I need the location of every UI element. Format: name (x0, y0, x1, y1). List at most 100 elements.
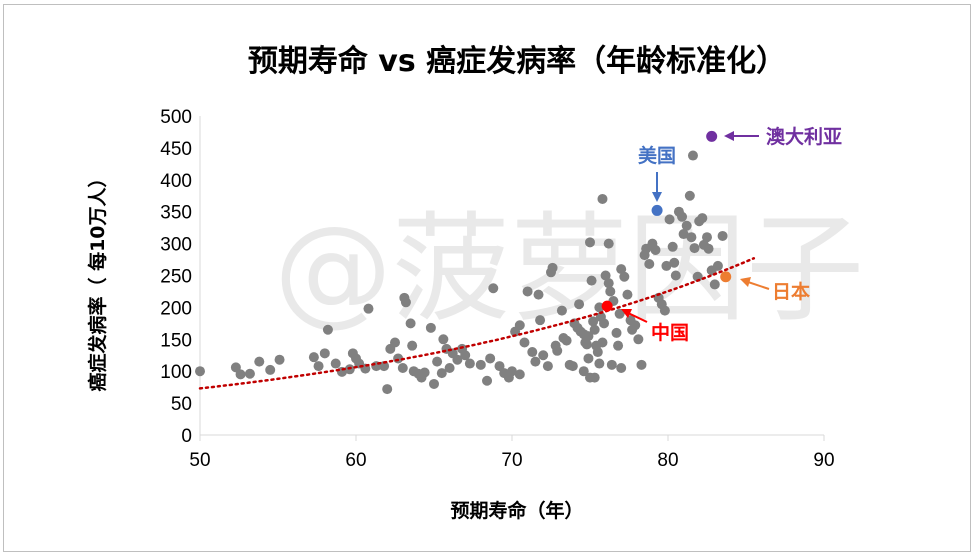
data-point (678, 229, 689, 240)
data-point (535, 315, 546, 326)
data-point (244, 368, 255, 379)
data-point (488, 283, 499, 294)
x-tick-label: 60 (345, 450, 366, 471)
data-point (664, 214, 675, 225)
x-tick-label: 50 (189, 450, 210, 471)
annotation-australia: 澳大利亚 (724, 125, 842, 148)
data-point (464, 358, 475, 369)
data-point (567, 361, 578, 372)
data-point (254, 356, 265, 367)
data-point (265, 364, 276, 375)
y-tick-label: 300 (160, 235, 192, 256)
data-point (633, 334, 644, 345)
y-tick-label: 450 (160, 139, 192, 160)
data-point (717, 230, 728, 241)
data-point (397, 363, 408, 374)
data-point (432, 356, 443, 367)
y-tick-label: 350 (160, 203, 192, 224)
data-point (586, 275, 597, 286)
data-point (390, 337, 400, 348)
data-point (630, 320, 641, 331)
data-point (574, 299, 585, 310)
data-point (538, 350, 549, 361)
data-point (530, 356, 541, 367)
y-tick-label: 50 (171, 394, 192, 415)
data-point (599, 318, 610, 329)
data-point (322, 324, 333, 335)
data-point (667, 241, 678, 252)
y-tick-label: 150 (160, 330, 192, 351)
data-point (616, 264, 627, 275)
data-point (444, 363, 455, 374)
data-point (308, 352, 319, 363)
data-point (519, 337, 530, 348)
highlighted-point (706, 130, 718, 142)
y-tick-label: 400 (160, 171, 192, 192)
annotation-china: 中国 (621, 309, 689, 344)
data-point (514, 369, 525, 380)
data-point (313, 361, 324, 372)
data-point (556, 305, 567, 316)
data-point (514, 320, 525, 331)
data-point (494, 361, 505, 372)
data-point (274, 354, 285, 365)
data-point (235, 369, 246, 380)
data-points (195, 150, 728, 395)
data-point (578, 366, 589, 377)
data-point (230, 362, 241, 373)
data-point (550, 340, 561, 351)
chart-frame: @菠萝因子 预期寿命 vs 癌症发病率（年龄标准化） 0 50 100 150 200 2… (3, 4, 971, 552)
data-point (702, 232, 712, 243)
data-point (400, 297, 411, 308)
scatter-chart: @菠萝因子 预期寿命 vs 癌症发病率（年龄标准化） 0 50 100 150 200 2… (86, 44, 864, 522)
data-point (382, 384, 393, 395)
data-point (670, 270, 681, 281)
data-point (603, 238, 614, 249)
data-point (585, 372, 595, 383)
data-point (438, 334, 449, 345)
y-axis-ticks: 0 50 100 150 200 250 300 350 400 450 500 (160, 107, 192, 447)
y-tick-label: 250 (160, 267, 192, 288)
data-point (585, 237, 595, 248)
data-point (600, 270, 611, 281)
x-tick-label: 70 (501, 450, 522, 471)
data-point (605, 286, 616, 297)
data-point (507, 366, 517, 377)
highlighted-point (651, 204, 663, 216)
data-point (527, 347, 538, 358)
data-point (644, 259, 655, 270)
data-point (547, 262, 558, 273)
data-point (614, 308, 625, 319)
label-japan: 日本 (772, 280, 810, 303)
data-point (661, 260, 672, 271)
data-point (650, 244, 661, 255)
data-point (592, 347, 603, 358)
data-point (542, 361, 553, 372)
data-point (482, 375, 493, 386)
data-point (363, 303, 374, 314)
data-point (686, 232, 697, 243)
data-point (452, 354, 463, 365)
data-point (405, 318, 416, 329)
highlighted-points (601, 130, 732, 312)
y-tick-label: 200 (160, 298, 192, 319)
data-point (583, 331, 594, 342)
x-axis-label: 预期寿命（年） (450, 499, 583, 522)
label-australia: 澳大利亚 (766, 125, 842, 148)
data-point (684, 190, 695, 201)
highlighted-point (601, 300, 613, 312)
data-point (425, 322, 436, 333)
data-point (681, 220, 692, 231)
data-point (677, 211, 688, 222)
x-axis-ticks: 50 60 70 80 90 (189, 435, 835, 471)
data-point (379, 361, 390, 372)
data-point (485, 353, 496, 364)
data-point (522, 286, 533, 297)
data-point (436, 368, 447, 379)
data-point (597, 337, 608, 348)
data-point (460, 350, 471, 361)
data-point (588, 316, 599, 327)
data-point (581, 339, 592, 350)
data-point (703, 243, 714, 254)
data-point (611, 327, 622, 338)
